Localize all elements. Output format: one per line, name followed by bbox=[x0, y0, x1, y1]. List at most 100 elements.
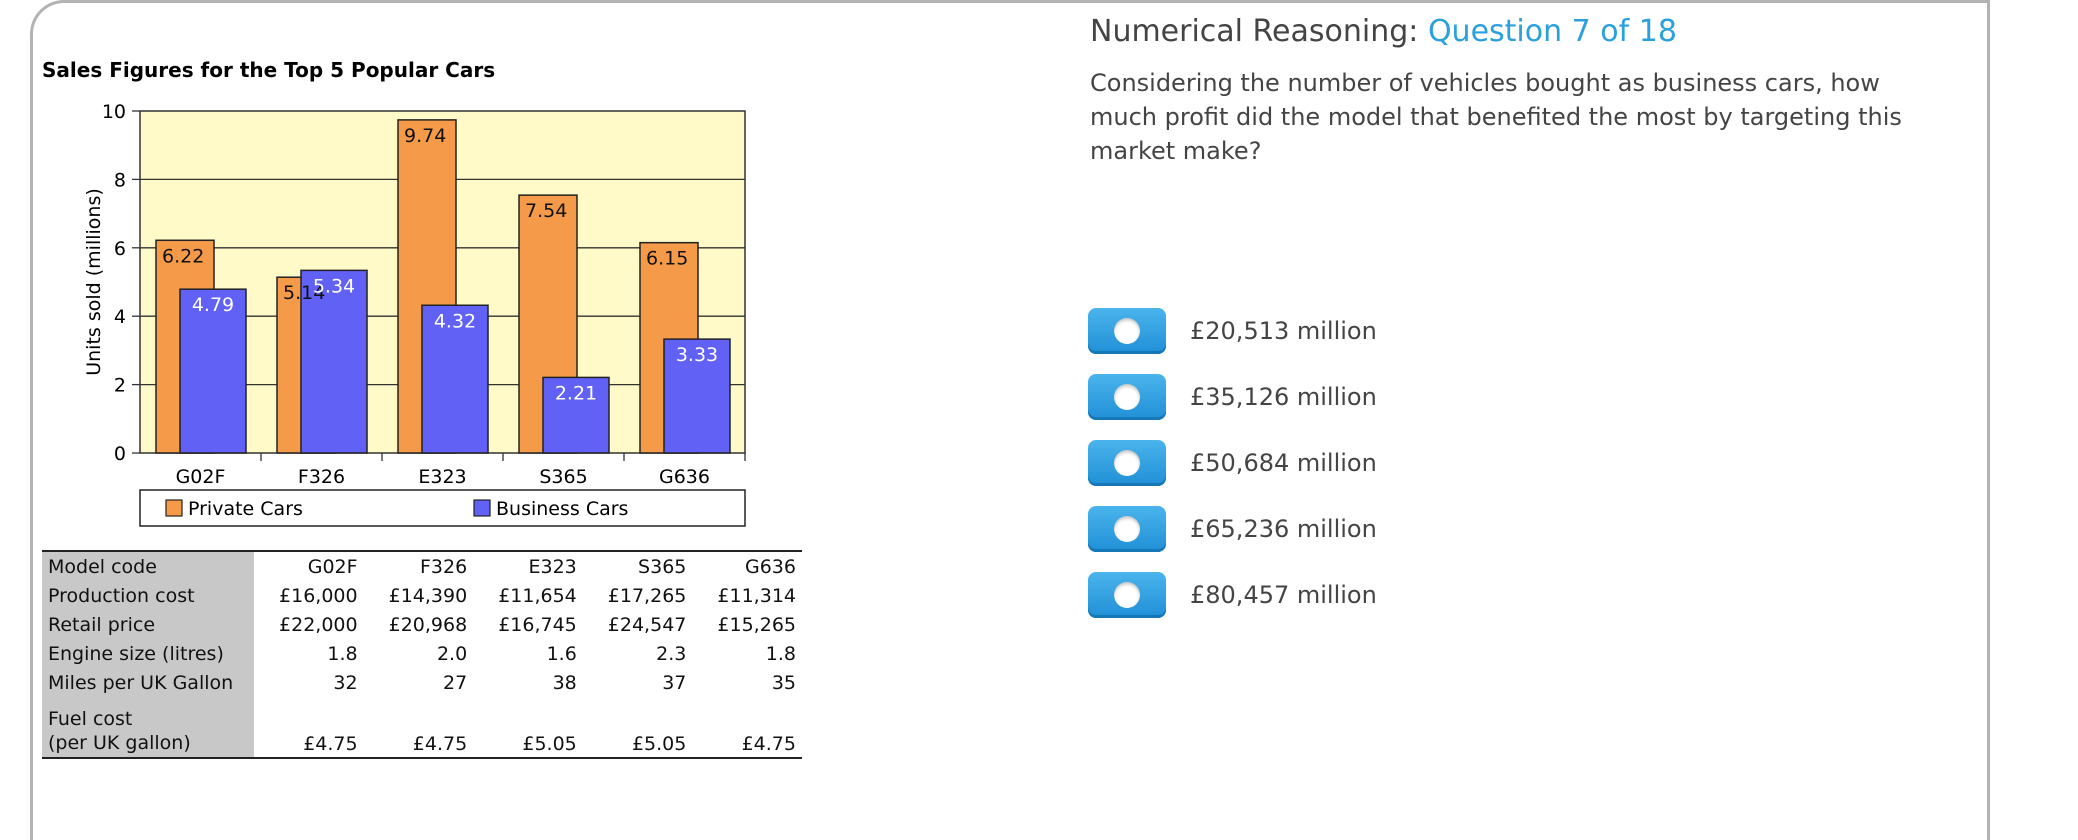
table-cell: £11,654 bbox=[498, 584, 577, 607]
table-row: Production cost £16,000 £14,390 £11,654 £17,… bbox=[42, 581, 802, 610]
table-cell: G02F bbox=[307, 555, 358, 578]
data-label-private: 6.22 bbox=[162, 245, 204, 267]
row-header: Miles per UK Gallon bbox=[42, 668, 254, 697]
answer-option-5[interactable]: £80,457 million bbox=[1088, 572, 1377, 618]
table-row: Retail price £22,000 £20,968 £16,745 £24,547… bbox=[42, 610, 802, 639]
legend-swatch bbox=[165, 499, 183, 517]
table-cell: £11,314 bbox=[717, 584, 796, 607]
answer-label: £50,684 million bbox=[1190, 449, 1377, 477]
table-cell: £14,390 bbox=[388, 584, 468, 607]
data-label-private: 5.14 bbox=[283, 282, 325, 304]
data-label-private: 6.15 bbox=[646, 248, 688, 270]
table-cell: S365 bbox=[638, 555, 687, 578]
answer-label: £80,457 million bbox=[1190, 581, 1377, 609]
table-cell: 1.8 bbox=[765, 642, 796, 665]
table-cell: £16,000 bbox=[279, 584, 358, 607]
table-row: Model code G02F F326 E323 S365 G636 bbox=[42, 551, 802, 581]
x-tick-label: G636 bbox=[659, 466, 710, 488]
bar-business-S365 bbox=[542, 376, 610, 454]
bar-business-G02F bbox=[179, 288, 247, 454]
answer-label: £20,513 million bbox=[1190, 317, 1377, 345]
table-cell: £4.75 bbox=[741, 733, 796, 755]
bar-business-G636 bbox=[663, 338, 731, 454]
radio-button[interactable] bbox=[1088, 374, 1166, 420]
table-row: Engine size (litres) 1.8 2.0 1.6 2.3 1.8 bbox=[42, 639, 802, 668]
table-cell: £20,968 bbox=[388, 613, 468, 636]
data-label-business: 2.21 bbox=[555, 382, 597, 404]
answer-option-2[interactable]: £35,126 million bbox=[1088, 374, 1377, 420]
radio-dot-icon bbox=[1114, 450, 1140, 476]
answer-option-4[interactable]: £65,236 million bbox=[1088, 506, 1377, 552]
data-label-business: 4.79 bbox=[192, 294, 234, 316]
content-frame bbox=[30, 0, 1990, 840]
table-cell: £16,745 bbox=[498, 613, 577, 636]
question-heading: Numerical Reasoning: Question 7 of 18 bbox=[1090, 14, 1677, 49]
table-cell: E323 bbox=[528, 555, 577, 578]
y-axis-label: Units sold (millions) bbox=[83, 188, 105, 376]
sales-bar-chart: 0 2 4 6 8 10 Units sold (millions) 6.22 4.79 G02F… bbox=[83, 101, 746, 527]
row-header: Engine size (litres) bbox=[42, 639, 254, 668]
section-title: Numerical Reasoning: bbox=[1090, 14, 1419, 49]
row-header: Model code bbox=[42, 551, 254, 581]
data-label-private: 7.54 bbox=[525, 200, 567, 222]
chart-title: Sales Figures for the Top 5 Popular Cars bbox=[42, 58, 496, 82]
table-cell: 38 bbox=[552, 671, 577, 694]
table-row: Fuel cost (per UK gallon) £4.75 £4.75 £5.05 £… bbox=[42, 697, 802, 758]
radio-button[interactable] bbox=[1088, 440, 1166, 486]
table-cell: £4.75 bbox=[412, 733, 468, 755]
radio-button[interactable] bbox=[1088, 572, 1166, 618]
table-cell: 1.6 bbox=[546, 642, 577, 665]
answer-option-1[interactable]: £20,513 million bbox=[1088, 308, 1377, 354]
data-label-private: 9.74 bbox=[404, 125, 446, 147]
answer-label: £35,126 million bbox=[1190, 383, 1377, 411]
table-cell: £17,265 bbox=[607, 584, 687, 607]
table-row: Miles per UK Gallon 32 27 38 37 35 bbox=[42, 668, 802, 697]
legend-swatch bbox=[473, 499, 491, 517]
y-tick-label: 4 bbox=[114, 306, 126, 328]
data-label-business: 3.33 bbox=[676, 344, 718, 366]
legend-label: Business Cars bbox=[496, 498, 628, 520]
table-cell: 35 bbox=[771, 671, 796, 694]
table-cell: 27 bbox=[443, 671, 468, 694]
question-text: Considering the number of vehicles bough… bbox=[1090, 69, 1902, 165]
table-cell: £5.05 bbox=[522, 733, 577, 755]
y-tick-label: 8 bbox=[114, 169, 126, 191]
radio-button[interactable] bbox=[1088, 506, 1166, 552]
table-cell: £22,000 bbox=[279, 613, 358, 636]
answer-label: £65,236 million bbox=[1190, 515, 1377, 543]
data-label-business: 5.34 bbox=[313, 275, 355, 297]
radio-dot-icon bbox=[1114, 516, 1140, 542]
table-cell: 1.8 bbox=[327, 642, 358, 665]
x-tick-label: G02F bbox=[176, 466, 226, 488]
bar-business-E323 bbox=[421, 304, 489, 454]
table-cell: 2.0 bbox=[436, 642, 468, 665]
radio-button[interactable] bbox=[1088, 308, 1166, 354]
y-tick-label: 10 bbox=[102, 101, 126, 123]
x-tick-label: E323 bbox=[418, 466, 466, 488]
table-cell: 32 bbox=[333, 671, 358, 694]
legend-label: Private Cars bbox=[188, 498, 303, 520]
answer-option-3[interactable]: £50,684 million bbox=[1088, 440, 1377, 486]
table-cell: 37 bbox=[662, 671, 687, 694]
table-cell: G636 bbox=[745, 555, 796, 578]
table-cell: 2.3 bbox=[656, 642, 687, 665]
table-cell: £5.05 bbox=[631, 733, 687, 755]
bar-business-F326 bbox=[300, 269, 368, 454]
row-header: Retail price bbox=[42, 610, 254, 639]
radio-dot-icon bbox=[1114, 582, 1140, 608]
x-tick-label: S365 bbox=[539, 466, 587, 488]
table-cell: £24,547 bbox=[607, 613, 687, 636]
table-cell: £15,265 bbox=[717, 613, 796, 636]
row-header: Fuel cost (per UK gallon) bbox=[42, 697, 254, 758]
table-cell: F326 bbox=[419, 555, 468, 578]
table-cell: £4.75 bbox=[303, 733, 358, 755]
row-header: Production cost bbox=[42, 581, 254, 610]
y-tick-label: 2 bbox=[114, 375, 126, 397]
x-tick-label: F326 bbox=[298, 466, 345, 488]
y-tick-label: 0 bbox=[114, 443, 126, 465]
radio-dot-icon bbox=[1114, 318, 1140, 344]
data-label-business: 4.32 bbox=[434, 310, 476, 332]
legend-box bbox=[139, 489, 746, 527]
question-counter: Question 7 of 18 bbox=[1427, 14, 1677, 49]
y-tick-label: 6 bbox=[114, 238, 126, 260]
